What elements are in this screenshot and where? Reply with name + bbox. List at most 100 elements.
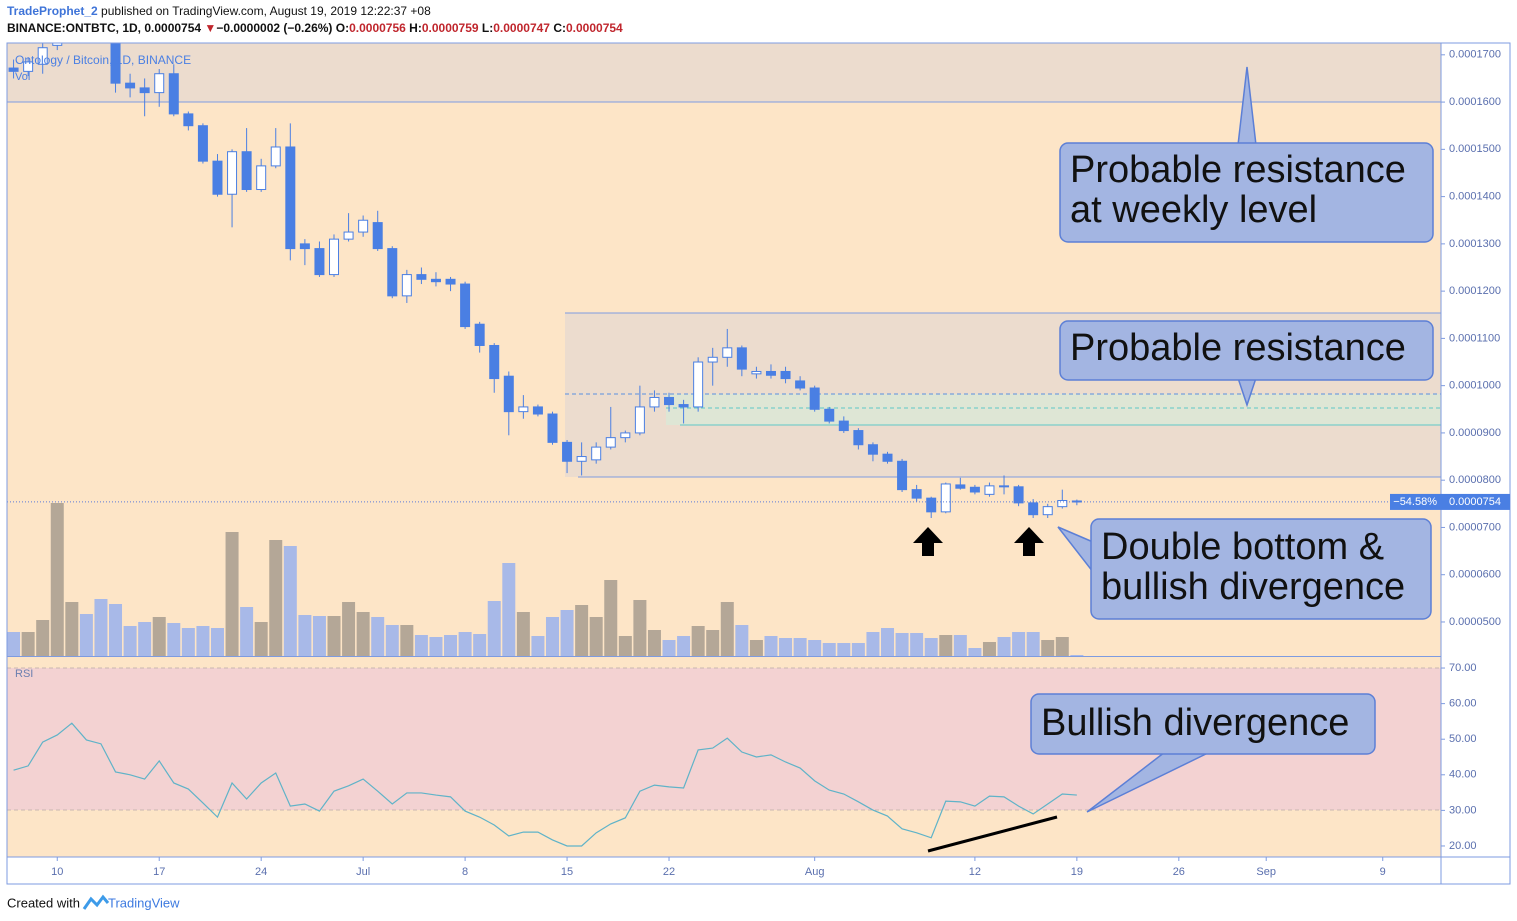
c-value: 0.0000754 bbox=[566, 21, 623, 35]
author: TradeProphet_2 bbox=[7, 4, 98, 18]
volume-bar bbox=[560, 610, 574, 656]
candle-body bbox=[52, 43, 63, 46]
candle-body bbox=[256, 165, 267, 191]
candle-body bbox=[882, 453, 893, 462]
x-tick-label: 10 bbox=[51, 866, 63, 878]
volume-bar bbox=[516, 612, 530, 656]
candle-body bbox=[591, 446, 602, 461]
rsi-layer bbox=[13, 722, 1077, 847]
candle-body bbox=[489, 344, 500, 380]
candle-body bbox=[358, 219, 369, 233]
volume-bar bbox=[21, 632, 35, 656]
candle-body bbox=[1042, 506, 1053, 516]
callout-text: at weekly level bbox=[1070, 189, 1317, 231]
volume-bar bbox=[779, 638, 793, 656]
volume-bar bbox=[138, 622, 152, 656]
candle-body bbox=[649, 396, 660, 408]
y-tick-label: 0.0001000 bbox=[1449, 380, 1501, 392]
x-tick-label: Aug bbox=[805, 866, 825, 878]
rsi-tick-label: 60.00 bbox=[1449, 698, 1477, 710]
h-value: 0.0000759 bbox=[422, 21, 479, 35]
volume-bar bbox=[677, 636, 691, 656]
volume-bar bbox=[720, 602, 734, 656]
candle-body bbox=[503, 375, 514, 413]
candle-body bbox=[343, 231, 354, 240]
volume-bar bbox=[764, 636, 778, 656]
volume-bar bbox=[924, 638, 938, 656]
candle-body bbox=[110, 43, 121, 84]
footer-brand: TradingView bbox=[108, 895, 180, 910]
candle-body bbox=[329, 238, 340, 276]
volume-bar bbox=[327, 616, 341, 656]
candle-body bbox=[664, 396, 675, 406]
volume-bar bbox=[589, 617, 603, 656]
up-arrow bbox=[913, 527, 943, 556]
volume-bar bbox=[385, 625, 399, 656]
volume-bar bbox=[400, 625, 414, 656]
candle-body bbox=[139, 87, 150, 94]
volume-bar bbox=[604, 580, 618, 656]
candle-body bbox=[926, 497, 937, 513]
candle-body bbox=[314, 248, 325, 276]
volume-bar bbox=[866, 632, 880, 656]
volume-bar bbox=[502, 563, 516, 656]
volume-bar bbox=[269, 540, 283, 656]
l-value: 0.0000747 bbox=[493, 21, 550, 35]
candle-body bbox=[154, 73, 165, 94]
candle-body bbox=[955, 484, 966, 489]
volume-bar bbox=[210, 628, 224, 656]
volume-bar bbox=[837, 643, 851, 656]
y-tick-label: 0.0001500 bbox=[1449, 143, 1501, 155]
volume-bar bbox=[749, 640, 763, 656]
volume-bar bbox=[735, 625, 749, 656]
x-tick-label: 15 bbox=[561, 866, 573, 878]
volume-bar bbox=[487, 601, 501, 656]
y-tick-label: 0.0001400 bbox=[1449, 191, 1501, 203]
volume-bar bbox=[240, 607, 254, 656]
volume-bar bbox=[953, 635, 967, 656]
volume-bar bbox=[123, 626, 137, 656]
arrow: ▼ bbox=[204, 21, 216, 35]
rsi-tick-label: 50.00 bbox=[1449, 733, 1477, 745]
rsi-tick-label: 40.00 bbox=[1449, 769, 1477, 781]
volume-bar bbox=[356, 612, 370, 656]
volume-bar bbox=[691, 626, 705, 656]
change-label: −54.58% bbox=[1393, 496, 1437, 508]
o-value: 0.0000756 bbox=[349, 21, 406, 35]
x-tick-label: 24 bbox=[255, 866, 267, 878]
candle-body bbox=[299, 243, 310, 250]
price-axis bbox=[1441, 43, 1510, 884]
volume-bar bbox=[298, 615, 312, 656]
candle-body bbox=[867, 444, 878, 455]
volume-bar bbox=[1012, 632, 1026, 656]
volume-bar bbox=[371, 617, 385, 656]
volume-bar bbox=[225, 532, 239, 656]
rsi-line bbox=[13, 722, 1077, 847]
x-tick-label: 8 bbox=[462, 866, 468, 878]
volume-bar bbox=[458, 632, 472, 656]
footer-text: Created with bbox=[7, 895, 80, 910]
volume-bar bbox=[414, 635, 428, 656]
candle-body bbox=[372, 222, 383, 250]
time-axis bbox=[7, 857, 1441, 884]
callout-text: Double bottom & bbox=[1101, 526, 1384, 568]
candle-body bbox=[227, 151, 238, 195]
change-tag bbox=[1390, 493, 1441, 510]
y-tick-label: 0.0000600 bbox=[1449, 569, 1501, 581]
volume-bar bbox=[1055, 637, 1069, 656]
volume-bar bbox=[429, 637, 443, 656]
callout-box bbox=[1059, 142, 1434, 243]
candle-body bbox=[809, 387, 820, 410]
resistance-band bbox=[666, 394, 1441, 425]
up-arrow bbox=[1014, 527, 1044, 556]
weekly-zone bbox=[7, 43, 1441, 102]
rsi-tick-label: 70.00 bbox=[1449, 662, 1477, 674]
candle-body bbox=[8, 67, 19, 72]
candle-body bbox=[969, 486, 980, 493]
volume-bar bbox=[109, 604, 123, 656]
price-label: 0.0000754 bbox=[1449, 496, 1501, 508]
symbol: BINANCE:ONTBTC, 1D, bbox=[7, 21, 141, 35]
candle-body bbox=[605, 437, 616, 448]
callout-box bbox=[1059, 320, 1434, 381]
candle-body bbox=[197, 125, 208, 162]
